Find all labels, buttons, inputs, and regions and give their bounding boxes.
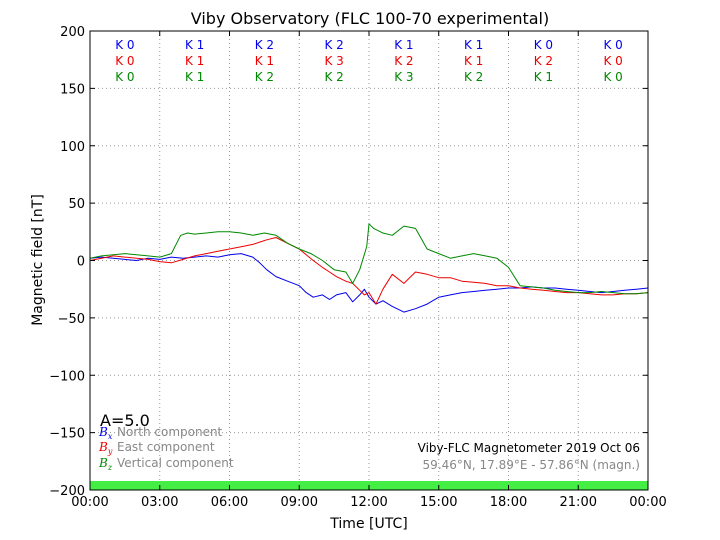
y-tick-label: −100 [49,369,85,384]
k-index-table: K 0 K 1 K 2 K 2 K 1 K 1 K 0 K 0 K 0 K 1 K 1 K 3 K 2 K… [115,38,623,84]
station-info: Viby-FLC Magnetometer 2019 Oct 06 [418,441,640,455]
x-tick-label: 12:00 [350,495,387,510]
series-group [89,223,649,313]
k-index-label: K 2 [255,38,274,52]
k-index-label: K 0 [115,38,134,52]
x-tick-label: 21:00 [560,495,597,510]
x-tick-label: 15:00 [420,495,457,510]
k-index-label: K 0 [603,38,622,52]
y-tick-label: −50 [58,312,85,327]
station-coords: 59.46°N, 17.89°E - 57.86°N (magn.) [423,458,640,472]
y-tick-label: −150 [49,427,85,442]
chart-title: Viby Observatory (FLC 100-70 experimenta… [191,9,550,28]
x-tick-label: 18:00 [490,495,527,510]
y-tick-label: 50 [68,197,85,212]
axis-ticks: 00:00 03:00 06:00 09:00 12:00 15:00 18:00 21:00… [49,25,666,510]
series-line-vertical [89,223,649,295]
k-index-label: K 3 [394,70,413,84]
k-index-label: K 1 [464,38,483,52]
x-axis-label: Time [UTC] [329,516,407,532]
legend-label: Vertical component [117,456,234,470]
k-index-label: K 1 [534,70,553,84]
k-index-label: K 0 [115,70,134,84]
x-tick-label: 06:00 [211,495,248,510]
legend-label: North component [117,425,223,439]
k-index-label: K 1 [185,54,204,68]
k-index-label: K 2 [394,54,413,68]
y-tick-label: 150 [60,82,85,97]
a-index-label: A=5.0 [100,411,150,430]
x-tick-label: 00:00 [629,495,666,510]
k-index-label: K 1 [394,38,413,52]
legend-label: East component [117,440,215,454]
k-index-label: K 1 [185,38,204,52]
legend-symbol: Bx [98,425,113,441]
k-index-label: K 0 [603,70,622,84]
legend: Bx North component By East component Bz Verti… [98,425,234,472]
y-tick-label: 200 [60,25,85,40]
series-line-east [89,237,649,305]
legend-symbol: Bz [98,456,113,472]
k-index-label: K 1 [185,70,204,84]
k-index-label: K 2 [324,70,343,84]
k-index-label: K 0 [115,54,134,68]
k-index-label: K 2 [324,38,343,52]
legend-symbol: By [98,440,113,456]
k-index-label: K 2 [464,70,483,84]
k-index-label: K 2 [255,70,274,84]
k-index-label: K 2 [534,54,553,68]
x-tick-label: 03:00 [141,495,178,510]
y-tick-label: 100 [60,140,85,155]
k-index-label: K 0 [534,38,553,52]
y-tick-label: 0 [77,255,85,270]
k-index-label: K 1 [255,54,274,68]
k-index-label: K 0 [603,54,622,68]
k-index-label: K 3 [324,54,343,68]
y-tick-label: −200 [49,484,85,499]
y-axis-label: Magnetic field [nT] [30,194,46,326]
k-index-label: K 1 [464,54,483,68]
x-tick-label: 09:00 [281,495,318,510]
x-tick-label: 00:00 [71,495,108,510]
grid [90,31,648,490]
